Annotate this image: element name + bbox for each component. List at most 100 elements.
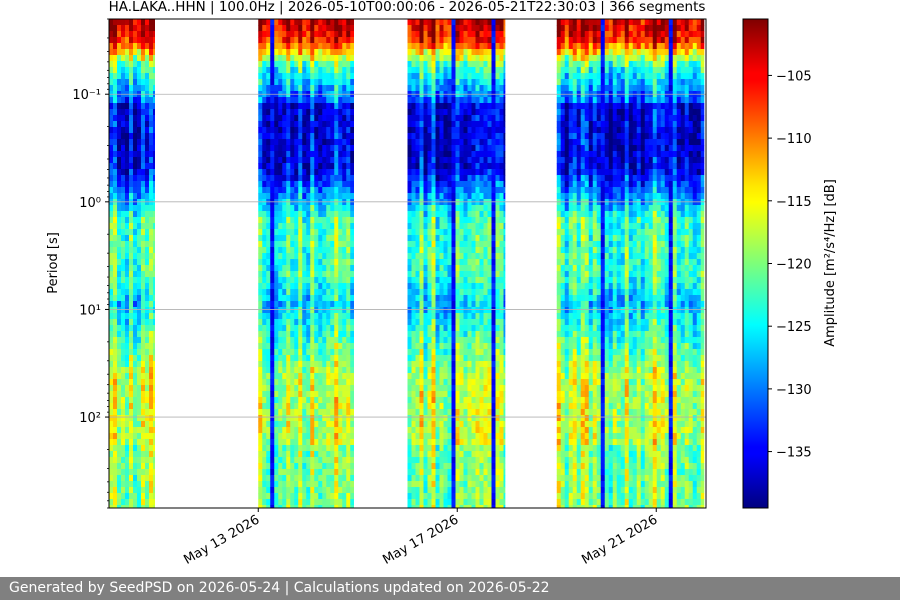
heat-cell (262, 409, 267, 416)
heat-cell (125, 223, 130, 230)
heat-cell (443, 139, 448, 146)
heat-cell (282, 247, 287, 254)
heat-cell (137, 151, 142, 158)
heat-cell (475, 313, 480, 320)
heat-cell (125, 259, 130, 266)
heat-cell (419, 43, 424, 50)
heat-cell (262, 43, 267, 50)
heat-cell (487, 301, 492, 308)
heat-cell (443, 133, 448, 140)
heat-cell (133, 31, 138, 38)
heat-cell (346, 211, 351, 218)
heat-cell (322, 355, 327, 362)
heat-cell (290, 409, 295, 416)
heat-cell (415, 487, 420, 494)
heat-cell (499, 271, 504, 278)
heat-cell (117, 55, 122, 62)
heat-cell (153, 253, 155, 260)
heat-cell (310, 175, 315, 182)
heat-cell (459, 229, 464, 236)
heat-cell (258, 205, 263, 212)
heat-cell (258, 481, 263, 488)
heat-cell (121, 469, 126, 476)
heat-cell (479, 49, 484, 56)
heat-cell (479, 337, 484, 344)
heat-cell (411, 85, 416, 92)
heat-cell (483, 67, 488, 74)
heat-cell (463, 313, 468, 320)
heat-cell (326, 493, 331, 500)
heat-cell (326, 271, 331, 278)
heat-cell (407, 37, 412, 44)
heat-cell (262, 361, 267, 368)
heat-cell (419, 433, 424, 440)
heat-cell (487, 217, 492, 224)
heat-cell (330, 175, 335, 182)
heat-cell (145, 229, 150, 236)
heat-cell (346, 403, 351, 410)
heat-cell (479, 181, 484, 188)
heat-cell (145, 295, 150, 302)
heat-cell (427, 307, 432, 314)
heat-cell (475, 175, 480, 182)
heat-cell (113, 487, 118, 494)
heat-cell (439, 139, 444, 146)
heat-cell (286, 403, 291, 410)
heat-cell (499, 391, 504, 398)
heat-cell (463, 385, 468, 392)
heat-cell (262, 475, 267, 482)
heat-cell (266, 343, 271, 350)
heat-cell (141, 25, 146, 32)
heat-cell (334, 379, 339, 386)
heat-cell (270, 103, 275, 110)
heat-cell (326, 127, 331, 134)
heat-cell (495, 127, 500, 134)
heat-cell (342, 337, 347, 344)
heat-cell (262, 49, 267, 56)
heat-cell (463, 169, 468, 176)
heat-cell (145, 331, 150, 338)
heat-cell (350, 331, 354, 338)
heat-cell (262, 79, 267, 86)
heat-cell (262, 313, 267, 320)
heat-cell (294, 181, 299, 188)
heat-cell (278, 73, 283, 80)
heat-cell (294, 301, 299, 308)
heat-cell (463, 79, 468, 86)
heat-cell (326, 463, 331, 470)
heat-cell (342, 139, 347, 146)
heat-cell (298, 487, 303, 494)
heat-cell (117, 115, 122, 122)
heat-cell (431, 319, 436, 326)
heat-cell (145, 67, 150, 74)
heat-cell (467, 367, 472, 374)
heat-cell (491, 181, 496, 188)
heat-cell (463, 109, 468, 116)
heat-cell (278, 331, 283, 338)
heat-cell (326, 25, 331, 32)
heat-cell (137, 31, 142, 38)
heat-cell (326, 97, 331, 104)
heat-cell (121, 187, 126, 194)
heat-cell (302, 343, 307, 350)
heat-cell (491, 31, 496, 38)
heat-cell (439, 481, 444, 488)
heat-cell (286, 235, 291, 242)
heat-cell (499, 493, 504, 500)
heat-cell (306, 97, 311, 104)
heat-cell (270, 19, 275, 26)
heat-cell (431, 67, 436, 74)
heat-cell (334, 433, 339, 440)
heat-cell (342, 259, 347, 266)
heat-cell (483, 385, 488, 392)
heat-cell (125, 283, 130, 290)
heat-cell (447, 397, 452, 404)
heat-cell (145, 367, 150, 374)
heat-cell (350, 67, 354, 74)
heat-cell (326, 85, 331, 92)
heat-cell (495, 385, 500, 392)
heat-cell (479, 409, 484, 416)
heat-cell (121, 181, 126, 188)
heat-cell (419, 379, 424, 386)
heat-cell (443, 67, 448, 74)
